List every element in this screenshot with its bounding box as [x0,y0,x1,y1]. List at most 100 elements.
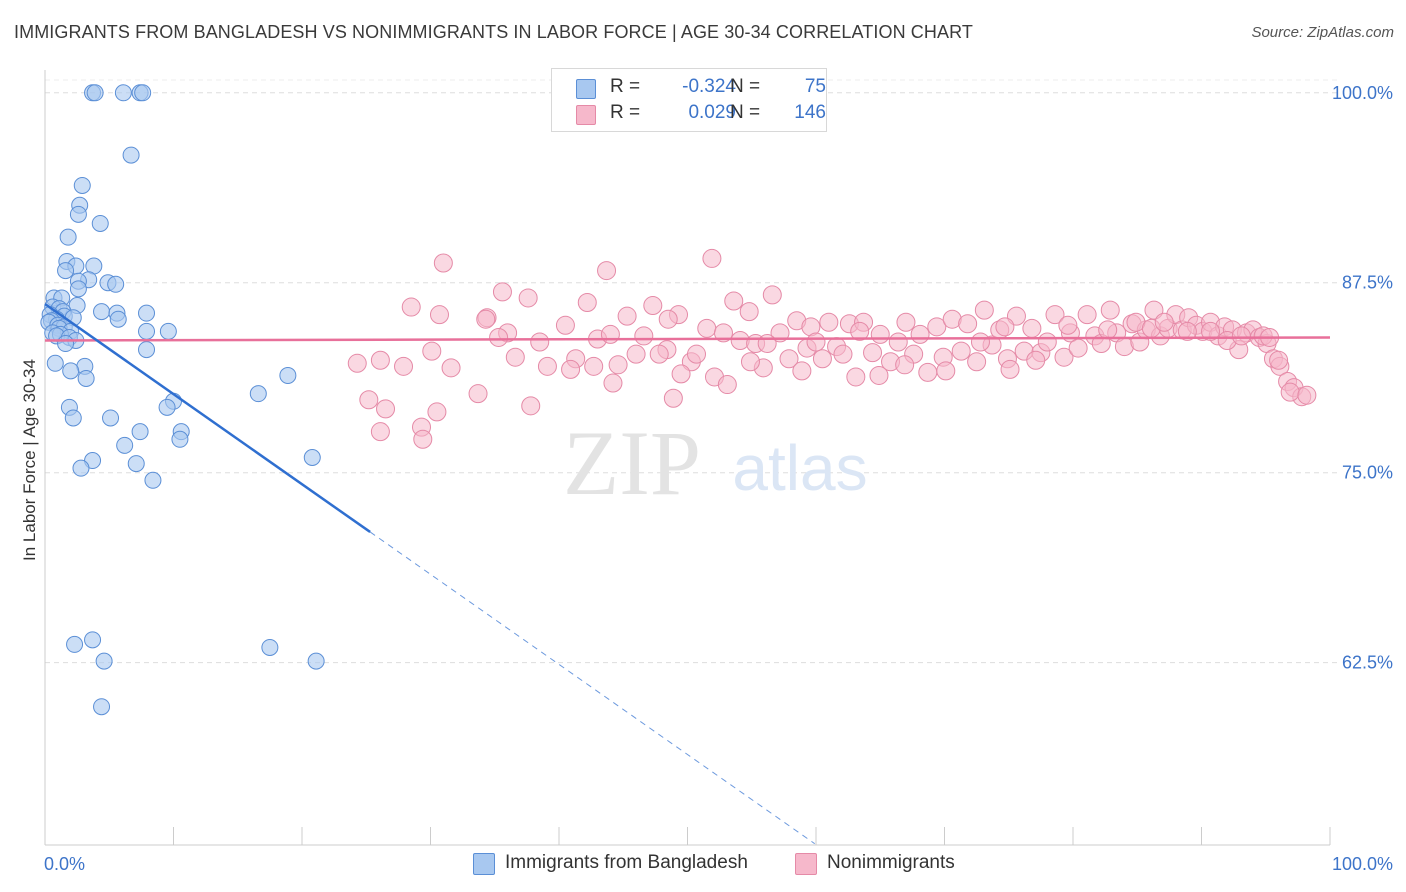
legend-r-value: -0.324 [682,76,736,97]
nonimmigrant-point [1297,385,1317,405]
nonimmigrant-point [489,327,509,347]
nonimmigrant-point [1068,338,1088,358]
trend-lines [44,302,1331,845]
nonimmigrant-point [1144,300,1164,320]
bangladesh-trend-line [44,302,371,533]
nonimmigrant-point [530,332,550,352]
bangladesh-point [59,228,77,246]
nonimmigrant-point [910,324,930,344]
nonimmigrant-point [1037,332,1057,352]
tick-labels: 62.5% 75.0% 87.5% 100.0% 0.0% 100.0% [44,83,1393,874]
nonimmigrant-point [1026,350,1046,370]
nonimmigrant-point [1177,321,1197,341]
bangladesh-point [72,459,90,477]
bangladesh-point [73,176,91,194]
bangladesh-point [107,275,125,293]
nonimmigrant-point [671,364,691,384]
grid-lines [45,79,1340,664]
nonimmigrant-point [833,344,853,364]
correlation-legend: R = -0.324 N = 75 R = 0.029 N = 146 [551,68,827,132]
nonimmigrant-point [918,362,938,382]
nonimmigrant-point [850,321,870,341]
nonimmigrant-point [1231,326,1251,346]
nonimmigrant-point [521,396,541,416]
nonimmigrant-point [429,305,449,325]
bangladesh-point [77,369,95,387]
nonimmigrant-point [819,312,839,332]
nonimmigrant-point [863,343,883,363]
nonimmigrant-point [846,367,866,387]
nonimmigrant-point [1098,320,1118,340]
nonimmigrant-point [779,349,799,369]
nonimmigrant-point [812,349,832,369]
bangladesh-point [303,449,321,466]
bangladesh-point [144,471,162,489]
nonimmigrant-point [577,293,597,312]
nonimmigrant-point [394,356,414,376]
bangladesh-point [171,430,189,448]
bangladesh-point [46,354,64,372]
nonimmigrant-point [649,344,669,364]
nonimmigrant-point [1100,300,1120,320]
nonimmigrant-point [762,285,782,305]
bangladesh-point [134,84,152,102]
legend-n-value: 146 [794,102,826,123]
bottom-legend-swatch-pink [795,853,817,875]
nonimmigrant-point [740,352,760,372]
legend-r-label: R = [610,102,641,123]
bangladesh-point [64,409,82,427]
nonimmigrant-point [958,314,978,334]
bangladesh-point [62,362,80,380]
nonimmigrant-point [686,344,706,364]
bangladesh-point [84,631,102,649]
nonimmigrant-point [1058,315,1078,335]
y-tick-label: 62.5% [1342,653,1393,673]
nonimmigrant-point [658,309,678,329]
nonimmigrant-point [600,324,620,344]
nonimmigrant-point [518,288,538,308]
nonimmigrant-point [597,261,617,281]
legend-n-label: N = [730,76,761,97]
nonimmigrant-point [370,422,390,442]
source-label: Source: ZipAtlas.com [1251,24,1394,41]
bangladesh-point [114,84,132,102]
legend-n-label: N = [730,102,761,123]
nonimmigrant-point [492,282,512,302]
nonimmigrant-point [617,306,637,326]
nonimmigrant-point [1077,305,1097,325]
bangladesh-point [91,214,109,232]
bangladesh-point [66,635,84,653]
bangladesh-point [57,335,75,353]
bangladesh-point [93,698,111,716]
x-tick-label: 0.0% [44,854,85,874]
bangladesh-point [159,322,177,340]
nonimmigrant-point [347,353,367,373]
x-tick-label: 100.0% [1332,854,1393,874]
nonimmigrant-point [792,361,812,381]
nonimmigrant-point [702,248,722,268]
y-tick-label: 87.5% [1342,273,1393,293]
bangladesh-point [69,280,87,298]
bottom-legend-label: Immigrants from Bangladesh [505,852,748,873]
nonimmigrant-point [697,318,717,338]
nonimmigrant-point [896,312,916,332]
nonimmigrant-point [1022,318,1042,338]
nonimmigrant-point [413,429,433,449]
bangladesh-point [261,638,279,656]
bangladesh-point [102,409,120,427]
nonimmigrant-point [970,332,990,352]
bangladesh-point [116,436,134,454]
nonimmigrant-point [927,317,947,337]
watermark-zip: ZIP [563,412,701,514]
watermark: ZIP atlas [563,412,868,514]
nonimmigrant-point [717,375,737,395]
nonimmigrant-point [561,359,581,379]
nonimmigrant-point [951,341,971,361]
chart-title: IMMIGRANTS FROM BANGLADESH VS NONIMMIGRA… [14,22,973,42]
nonimmigrants-points [347,248,1317,449]
nonimmigrant-point [603,373,623,393]
legend-swatch-blue [576,79,596,99]
nonimmigrant-point [1054,347,1074,367]
nonimmigrant-point [1280,382,1300,402]
bangladesh-point [279,366,297,384]
